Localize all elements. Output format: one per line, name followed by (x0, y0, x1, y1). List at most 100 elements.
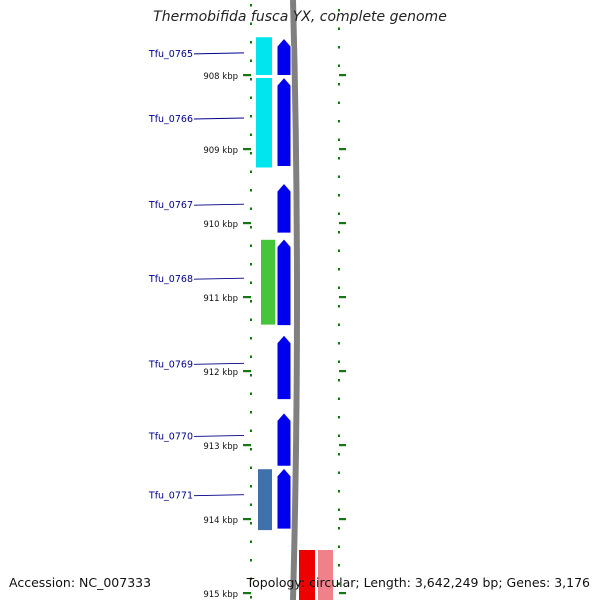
scale-dot-right (338, 545, 340, 548)
tick-label: 911 kbp (203, 294, 238, 304)
cds-box-cyan (256, 37, 272, 168)
scale-dot-left (250, 78, 252, 81)
scale-dot-left (250, 337, 252, 340)
scale-dot-left (250, 577, 252, 580)
scale-dot-left (250, 281, 252, 284)
scale-dot-left (250, 207, 252, 210)
scale-dot-right (338, 434, 340, 437)
scale-dot-right (338, 194, 340, 197)
scale-dots (250, 4, 340, 599)
tick-label: 910 kbp (203, 220, 238, 230)
tick-label: 908 kbp (203, 72, 238, 82)
scale-dot-left (250, 115, 252, 118)
scale-dot-right (338, 286, 340, 289)
scale-dot-right (338, 64, 340, 67)
scale-dot-left (250, 318, 252, 321)
scale-dot-left (250, 559, 252, 562)
cds-features (256, 37, 275, 531)
gene-label-leader (193, 117, 245, 120)
scale-dot-right (338, 305, 340, 308)
feature-block-pink (318, 550, 333, 600)
gene-labels: Tfu_0765 Tfu_0766 Tfu_0767 Tfu_0768 Tfu_0769… (148, 49, 245, 502)
scale-dot-right (338, 416, 340, 419)
scale-dot-left (250, 59, 252, 62)
scale-dot-left (250, 355, 252, 358)
gene-label-leader (193, 435, 245, 437)
tick-label: 915 kbp (203, 590, 238, 600)
scale-dot-right (338, 83, 340, 86)
scale-dot-right (338, 249, 340, 252)
scale-dot-right (338, 564, 340, 567)
tick-mark (243, 148, 251, 151)
tick-label: 914 kbp (203, 516, 238, 526)
scale-dot-right (338, 212, 340, 215)
scale-dot-left (250, 263, 252, 266)
scale-dot-right (338, 101, 340, 104)
tick-mark (243, 370, 251, 373)
tick-mark (243, 444, 251, 447)
scale-dot-right (338, 527, 340, 530)
scale-dot-left (250, 540, 252, 543)
gene-arrow (276, 182, 292, 234)
scale-dot-left (250, 22, 252, 25)
tick-mark-right (339, 148, 346, 151)
gene-arrow (276, 467, 292, 530)
scale-dot-left (250, 392, 252, 395)
scale-dot-right (338, 138, 340, 141)
tick-mark-right (339, 518, 346, 521)
scale-dot-right (338, 323, 340, 326)
tick-mark (243, 592, 251, 595)
gene-label: Tfu_0768 (148, 274, 193, 285)
scale-dot-right (338, 268, 340, 271)
gene-label-leader (193, 52, 245, 55)
genome-backbone (290, 0, 300, 600)
scale-dot-left (250, 170, 252, 173)
gene-label: Tfu_0771 (148, 491, 193, 502)
tick-mark-right (339, 592, 346, 595)
scale-dot-left (250, 448, 252, 451)
map-title: Thermobifida fusca YX, complete genome (153, 9, 447, 25)
tick-label: 913 kbp (203, 442, 238, 452)
scale-dot-left (250, 596, 252, 599)
gene-label: Tfu_0767 (148, 200, 193, 211)
gene-label: Tfu_0770 (148, 431, 193, 442)
tick-label: 912 kbp (203, 368, 238, 378)
scale-dot-right (338, 175, 340, 178)
scale-dot-right (338, 342, 340, 345)
cds-separator (256, 74, 274, 78)
gene-arrow (276, 411, 292, 467)
tick-mark (243, 74, 251, 77)
extra-features (299, 550, 333, 600)
gene-arrow (276, 334, 292, 401)
scale-dot-left (250, 133, 252, 136)
scale-dot-left (250, 466, 252, 469)
scale-dot-right (338, 508, 340, 511)
scale-dot-left (250, 429, 252, 432)
kbp-ticks: 908 kbp 909 kbp 910 kbp 911 kbp 912 kbp 913 k… (203, 72, 346, 600)
tick-mark-right (339, 222, 346, 225)
scale-dot-left (250, 96, 252, 99)
cds-box-green (261, 239, 275, 325)
tick-mark (243, 296, 251, 299)
scale-dot-left (250, 4, 252, 7)
gene-arrow (276, 76, 292, 167)
gene-label-leader (193, 277, 245, 280)
gene-label: Tfu_0765 (148, 49, 193, 60)
gene-arrow (276, 37, 292, 76)
tick-mark-right (339, 296, 346, 299)
gene-label: Tfu_0769 (148, 359, 193, 370)
scale-dot-left (250, 374, 252, 377)
scale-dot-right (338, 27, 340, 30)
scale-dot-right (338, 360, 340, 363)
scale-dot-left (250, 226, 252, 229)
scale-dot-left (250, 503, 252, 506)
tick-mark (243, 518, 251, 521)
scale-dot-right (338, 9, 340, 12)
scale-dot-left (250, 152, 252, 155)
tick-mark-right (339, 444, 346, 447)
gene-label-leader (193, 362, 245, 365)
scale-dot-right (338, 231, 340, 234)
scale-dot-right (338, 157, 340, 160)
scale-dot-left (250, 300, 252, 303)
gene-label: Tfu_0766 (148, 114, 193, 125)
